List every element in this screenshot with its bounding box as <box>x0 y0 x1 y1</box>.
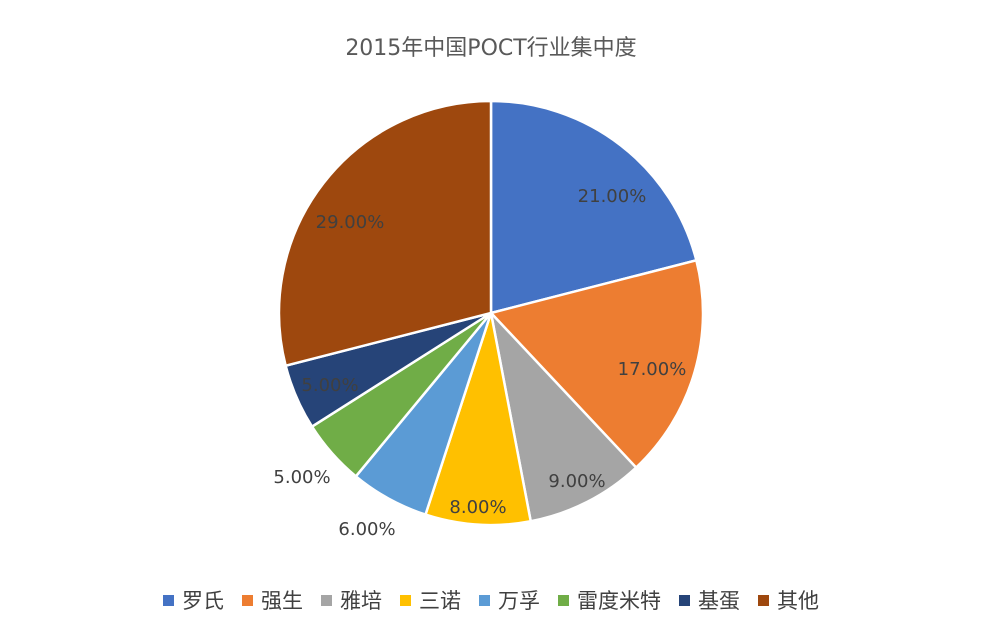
legend-item-4: 三诺 <box>400 585 461 615</box>
legend-swatch <box>321 594 332 606</box>
legend-label: 强生 <box>261 589 303 613</box>
legend-item-5: 万孚 <box>479 585 540 615</box>
legend-item-7: 基蛋 <box>679 585 740 615</box>
legend-item-8: 其他 <box>758 585 819 615</box>
pie-slice-2 <box>488 258 705 470</box>
data-label-2: 17.00% <box>618 359 687 380</box>
legend-item-6: 雷度米特 <box>558 585 661 615</box>
legend-swatch <box>479 594 490 606</box>
data-label-1: 21.00% <box>578 186 647 207</box>
data-label-6: 5.00% <box>273 467 330 488</box>
legend-label: 万孚 <box>498 589 540 613</box>
data-label-5: 6.00% <box>338 519 395 540</box>
legend-swatch <box>242 594 253 606</box>
pie-slice-1 <box>489 99 698 315</box>
legend-item-3: 雅培 <box>321 585 382 615</box>
legend-swatch <box>758 594 769 606</box>
legend-swatch <box>558 594 569 606</box>
chart-title: 2015年中国POCT行业集中度 <box>345 36 637 61</box>
data-label-3: 9.00% <box>548 471 605 492</box>
pie-slice-4 <box>423 312 533 527</box>
legend-swatch <box>163 594 174 606</box>
legend-label: 罗氏 <box>182 589 224 613</box>
legend-swatch <box>679 594 690 606</box>
legend-label: 雅培 <box>340 589 382 613</box>
legend-label: 雷度米特 <box>577 589 661 613</box>
data-label-8: 29.00% <box>316 212 385 233</box>
pie-slice-3 <box>488 309 638 523</box>
data-label-4: 8.00% <box>449 497 506 518</box>
pie-slice-8 <box>277 99 493 368</box>
data-label-7: 5.00% <box>301 375 358 396</box>
legend-item-2: 强生 <box>242 585 303 615</box>
legend-label: 基蛋 <box>698 589 740 613</box>
legend-label: 其他 <box>777 589 819 613</box>
legend-label: 三诺 <box>419 589 461 613</box>
legend-swatch <box>400 594 411 606</box>
legend-item-1: 罗氏 <box>163 585 224 615</box>
legend: 罗氏 强生 雅培 三诺 万孚 雷度米特 基蛋 其他 <box>0 585 982 615</box>
